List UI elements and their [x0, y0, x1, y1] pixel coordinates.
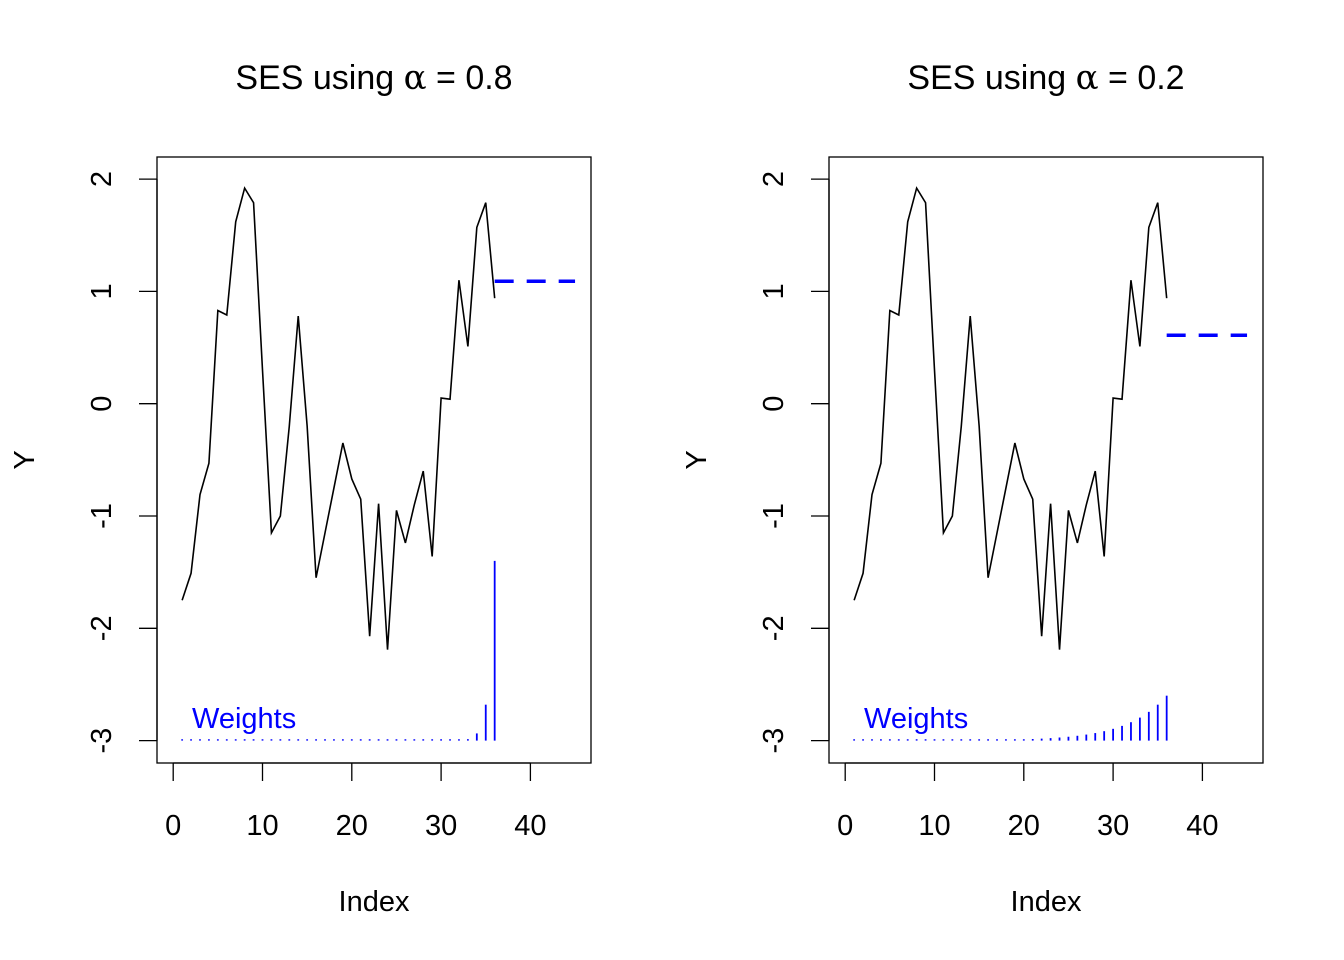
y-tick-label: 2	[86, 171, 118, 187]
y-tick-label: -2	[758, 615, 790, 641]
y-axis-label: Y	[9, 450, 41, 469]
plot-frame	[828, 156, 1264, 764]
y-tick-label: -1	[86, 503, 118, 529]
title-value: = 0.2	[1099, 59, 1185, 97]
title-alpha: α	[404, 58, 427, 98]
x-tick-label: 0	[837, 810, 853, 842]
panel-1: SES using α = 0.8 0 10 20 30 40 Index -3 -2 -1 0 1 2…	[9, 58, 592, 918]
y-tick-label: 1	[758, 283, 790, 299]
x-tick-label: 20	[1008, 810, 1040, 842]
panel-2: SES using α = 0.2 0 10 20 30 40 Index -3 -2 -1 0 1 2…	[681, 58, 1264, 918]
x-axis-label: Index	[1011, 886, 1082, 918]
y-tick-label: 1	[86, 283, 118, 299]
data-line	[853, 186, 1168, 650]
y-tick-label: 0	[758, 396, 790, 412]
x-tick-label: 40	[514, 810, 546, 842]
chart-title: SES using α = 0.2	[907, 58, 1184, 98]
x-tick-label: 30	[425, 810, 457, 842]
data-line	[181, 186, 496, 650]
title-value: = 0.8	[427, 59, 513, 97]
y-tick-label: 2	[758, 171, 790, 187]
y-tick-label: -1	[758, 503, 790, 529]
y-tick-label: -3	[86, 728, 118, 754]
y-axis-label: Y	[681, 450, 713, 469]
plot-frame	[156, 156, 592, 764]
title-alpha: α	[1076, 58, 1099, 98]
x-tick-label: 10	[246, 810, 278, 842]
x-tick-label: 40	[1186, 810, 1218, 842]
title-text: SES using	[907, 59, 1075, 97]
chart-title: SES using α = 0.8	[235, 58, 512, 98]
x-axis-label: Index	[339, 886, 410, 918]
x-tick-label: 30	[1097, 810, 1129, 842]
title-text: SES using	[235, 59, 403, 97]
weights-label: Weights	[864, 703, 968, 735]
y-tick-label: -2	[86, 615, 118, 641]
x-tick-label: 10	[918, 810, 950, 842]
x-tick-label: 20	[336, 810, 368, 842]
y-tick-label: -3	[758, 728, 790, 754]
weights-label: Weights	[192, 703, 296, 735]
y-tick-label: 0	[86, 396, 118, 412]
x-tick-label: 0	[165, 810, 181, 842]
